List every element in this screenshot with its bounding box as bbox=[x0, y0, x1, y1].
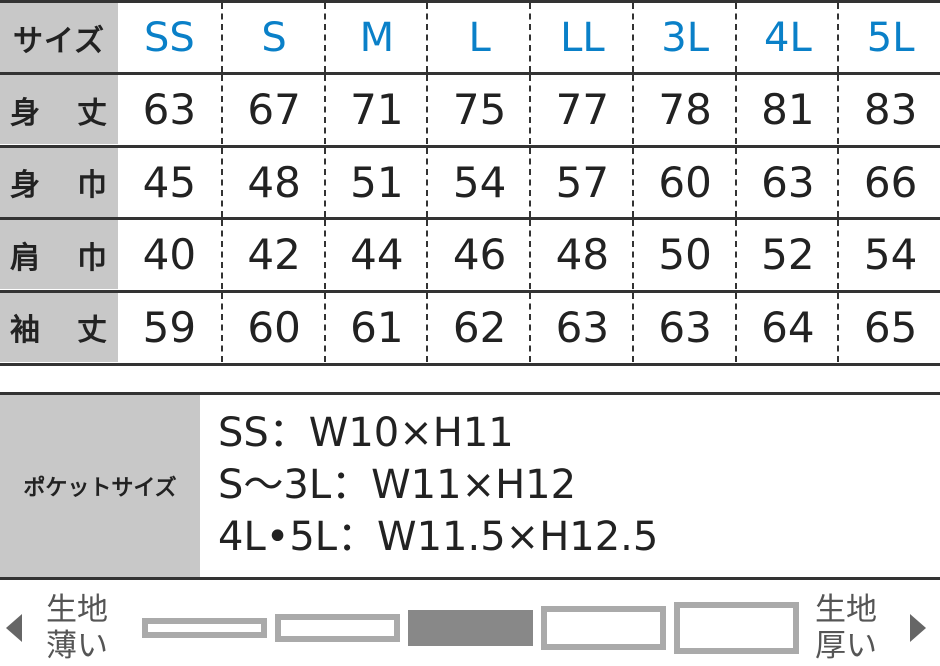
thick-label-line: 生地 bbox=[815, 592, 877, 628]
size-header-4l: 4L bbox=[734, 3, 840, 72]
table-cell: 42 bbox=[220, 220, 326, 289]
row-label-char: 身 bbox=[10, 95, 41, 131]
pocket-size-label: ポケットサイズ bbox=[0, 395, 200, 577]
size-header-row: サイズ SS S M L LL 3L 4L 5L bbox=[0, 0, 940, 72]
thickness-level-1 bbox=[142, 618, 267, 638]
table-cell: 46 bbox=[426, 220, 531, 289]
row-label-char: 身 bbox=[10, 168, 41, 203]
size-header-3l: 3L bbox=[631, 3, 737, 72]
table-cell: 77 bbox=[529, 75, 634, 144]
row-label: 袖丈 bbox=[0, 292, 118, 362]
size-header-s: S bbox=[220, 3, 326, 72]
table-cell: 83 bbox=[837, 75, 940, 144]
table-cell: 48 bbox=[529, 220, 634, 289]
row-label-char: 丈 bbox=[77, 313, 108, 348]
row-label: 身巾 bbox=[0, 147, 118, 217]
row-label-char: 肩 bbox=[10, 240, 41, 276]
table-row: 身巾 45 48 51 54 57 60 63 66 bbox=[0, 144, 940, 217]
table-cell: 54 bbox=[837, 220, 940, 289]
table-cell: 44 bbox=[323, 220, 429, 289]
table-cell: 52 bbox=[734, 220, 840, 289]
thickness-level-4 bbox=[541, 606, 666, 650]
size-header-m: M bbox=[323, 3, 429, 72]
table-cell: 63 bbox=[631, 292, 737, 362]
size-header-ss: SS bbox=[143, 14, 195, 61]
table-cell: 66 bbox=[837, 147, 940, 217]
thickness-level-2 bbox=[275, 614, 400, 642]
table-cell: 64 bbox=[734, 292, 840, 362]
table-cell: 63 bbox=[529, 292, 634, 362]
arrow-left-icon bbox=[6, 614, 22, 642]
pocket-size-line: SS：W10×H11 bbox=[218, 410, 514, 456]
table-cell: 63 bbox=[142, 85, 197, 134]
table-cell: 65 bbox=[837, 292, 940, 362]
table-cell: 61 bbox=[323, 292, 429, 362]
thick-label-line: 厚い bbox=[815, 628, 877, 664]
size-header-ll: LL bbox=[529, 3, 634, 72]
thin-label-line: 薄い bbox=[46, 628, 108, 664]
thin-label-line: 生地 bbox=[46, 592, 108, 628]
table-cell: 51 bbox=[323, 147, 429, 217]
thin-label: 生地 薄い bbox=[46, 592, 108, 664]
table-row: 身丈 63 67 71 75 77 78 81 83 bbox=[0, 72, 940, 144]
thick-label: 生地 厚い bbox=[815, 592, 877, 664]
table-cell: 59 bbox=[142, 302, 197, 352]
table-cell: 45 bbox=[142, 157, 197, 207]
table-cell: 62 bbox=[426, 292, 531, 362]
table-bottom-border bbox=[0, 363, 940, 366]
table-cell: 67 bbox=[220, 75, 326, 144]
row-label-char: 丈 bbox=[77, 95, 108, 131]
table-cell: 60 bbox=[220, 292, 326, 362]
table-cell: 81 bbox=[734, 75, 840, 144]
table-cell: 50 bbox=[631, 220, 737, 289]
fabric-thickness-scale: 生地 薄い 生地 厚い bbox=[0, 590, 940, 666]
row-label-char: 巾 bbox=[77, 240, 108, 276]
table-cell: 63 bbox=[734, 147, 840, 217]
thickness-level-5 bbox=[674, 602, 799, 654]
table-cell: 57 bbox=[529, 147, 634, 217]
row-label: 肩巾 bbox=[0, 220, 118, 289]
pocket-size-line: S～3L：W11×H12 bbox=[218, 462, 577, 508]
table-cell: 48 bbox=[220, 147, 326, 217]
table-cell: 78 bbox=[631, 75, 737, 144]
arrow-right-icon bbox=[910, 614, 926, 642]
size-header-5l: 5L bbox=[837, 3, 940, 72]
table-cell: 40 bbox=[142, 230, 197, 279]
row-label-char: 袖 bbox=[10, 313, 41, 348]
pocket-size-line: 4L•5L：W11.5×H12.5 bbox=[218, 514, 659, 560]
table-row: 肩巾 40 42 44 46 48 50 52 54 bbox=[0, 217, 940, 289]
table-cell: 75 bbox=[426, 75, 531, 144]
thickness-level-3 bbox=[408, 610, 533, 646]
table-cell: 54 bbox=[426, 147, 531, 217]
row-label: 身丈 bbox=[0, 75, 118, 144]
table-cell: 71 bbox=[323, 75, 429, 144]
table-row: 袖丈 59 60 61 62 63 63 64 65 bbox=[0, 289, 940, 362]
row-label-char: 巾 bbox=[77, 168, 108, 203]
size-header-label: サイズ bbox=[0, 3, 118, 72]
size-header-l: L bbox=[426, 3, 531, 72]
pocket-size-section: ポケットサイズ SS：W10×H11 S～3L：W11×H12 4L•5L：W1… bbox=[0, 392, 940, 580]
table-cell: 60 bbox=[631, 147, 737, 217]
